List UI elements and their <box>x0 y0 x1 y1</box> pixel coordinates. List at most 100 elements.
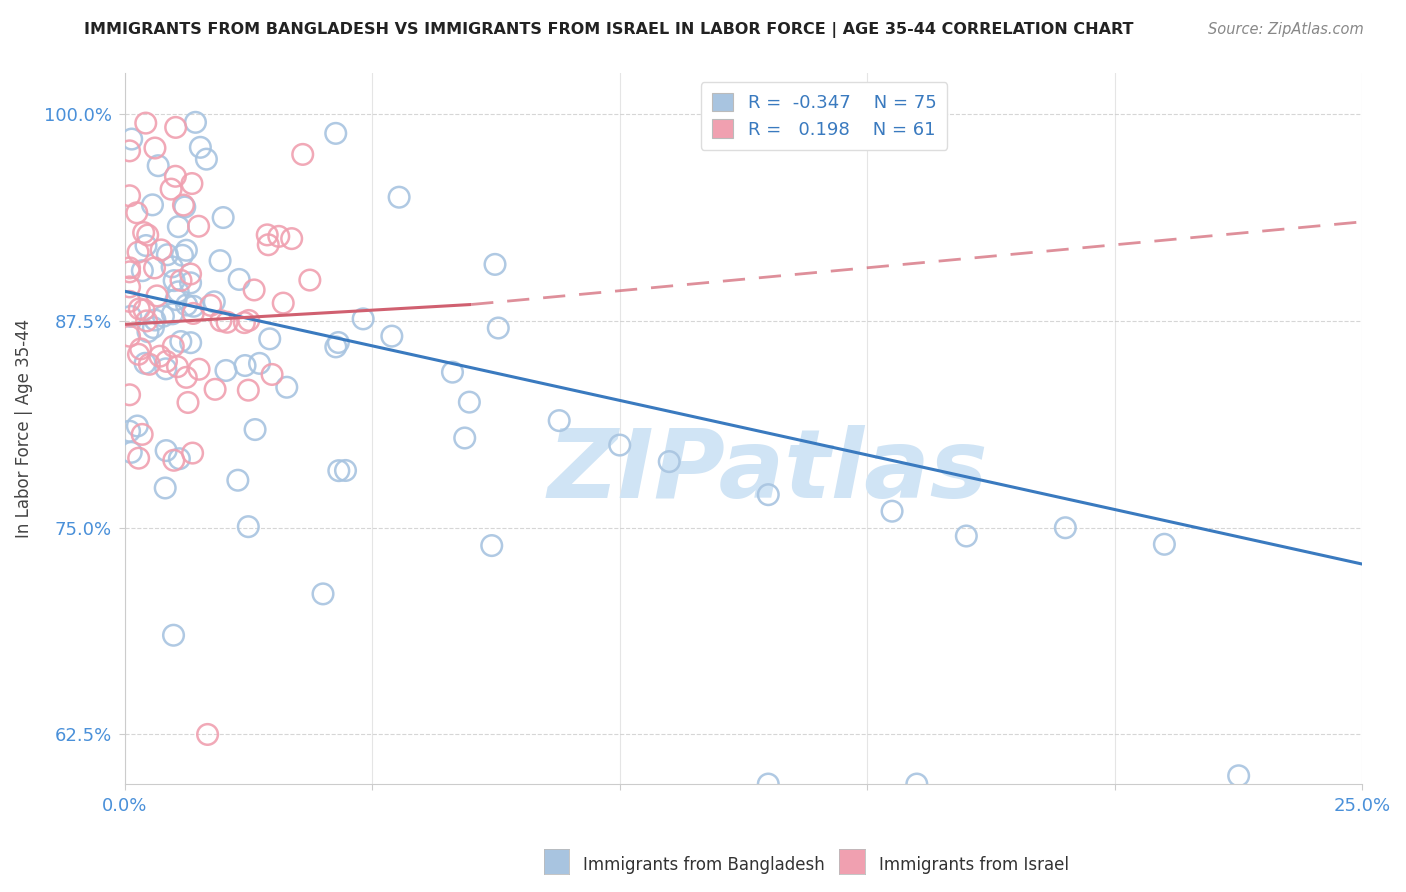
Point <box>454 431 477 445</box>
Point <box>152 309 174 323</box>
Point <box>146 289 169 303</box>
Point <box>165 293 187 307</box>
Point <box>486 321 509 335</box>
Point <box>756 488 779 502</box>
Point <box>458 395 481 409</box>
Point <box>291 147 314 161</box>
Point <box>174 370 197 384</box>
Point <box>135 238 157 252</box>
Point <box>190 140 212 154</box>
Point <box>132 302 155 317</box>
Point <box>167 219 190 234</box>
Point <box>155 443 177 458</box>
Point <box>160 260 183 274</box>
Legend: R =  -0.347    N = 75, R =   0.198    N = 61: R = -0.347 N = 75, R = 0.198 N = 61 <box>700 82 948 150</box>
Text: IMMIGRANTS FROM BANGLADESH VS IMMIGRANTS FROM ISRAEL IN LABOR FORCE | AGE 35-44 : IMMIGRANTS FROM BANGLADESH VS IMMIGRANTS… <box>84 22 1133 38</box>
Point <box>328 464 350 478</box>
Point <box>226 473 249 487</box>
Point <box>135 116 157 130</box>
Point <box>238 313 260 327</box>
Point <box>212 211 235 225</box>
Point <box>233 316 256 330</box>
Point <box>243 283 266 297</box>
Point <box>176 298 198 312</box>
Point <box>120 310 142 324</box>
Point <box>173 200 195 214</box>
Point <box>187 219 209 234</box>
Point <box>120 445 142 459</box>
Point <box>118 294 141 309</box>
Point <box>166 359 188 374</box>
Point <box>312 587 335 601</box>
Point <box>271 296 294 310</box>
Point <box>481 539 503 553</box>
Point <box>128 347 150 361</box>
Point <box>118 329 141 343</box>
Point <box>118 188 141 202</box>
Point <box>172 198 194 212</box>
Point <box>141 198 163 212</box>
Point <box>149 349 172 363</box>
Point <box>259 332 281 346</box>
Point <box>138 357 160 371</box>
Point <box>188 362 211 376</box>
Point <box>298 273 321 287</box>
Point <box>1227 769 1250 783</box>
Text: Source: ZipAtlas.com: Source: ZipAtlas.com <box>1208 22 1364 37</box>
Text: Immigrants from Israel: Immigrants from Israel <box>879 856 1069 874</box>
Point <box>155 481 177 495</box>
Point <box>169 451 191 466</box>
Point <box>128 451 150 466</box>
Point <box>176 244 198 258</box>
Point <box>257 237 280 252</box>
Point <box>181 177 204 191</box>
Point <box>134 356 156 370</box>
Point <box>181 446 204 460</box>
Point <box>167 285 190 299</box>
Point <box>142 320 165 334</box>
Point <box>335 463 357 477</box>
Point <box>131 427 153 442</box>
Point <box>162 339 184 353</box>
Point <box>1153 537 1175 551</box>
Point <box>150 243 173 257</box>
Point <box>184 115 207 129</box>
Point <box>129 342 152 356</box>
Point <box>880 504 903 518</box>
Point <box>136 228 159 243</box>
Point <box>388 190 411 204</box>
Point <box>165 120 187 135</box>
Point <box>233 359 256 373</box>
Point <box>955 529 977 543</box>
Point <box>127 245 149 260</box>
Point <box>200 298 222 312</box>
Point <box>276 380 298 394</box>
Point <box>156 248 179 262</box>
Point <box>1054 521 1077 535</box>
Point <box>195 152 218 166</box>
Point <box>136 325 159 339</box>
Point <box>280 231 302 245</box>
Point <box>170 334 193 349</box>
Point <box>118 388 141 402</box>
Point <box>162 307 184 321</box>
Point <box>658 454 681 468</box>
Point <box>125 206 148 220</box>
Point <box>143 313 166 327</box>
Point <box>143 141 166 155</box>
Point <box>267 229 290 244</box>
Point <box>131 263 153 277</box>
Point <box>118 260 141 275</box>
Point <box>181 306 204 320</box>
Point <box>118 265 141 279</box>
Point <box>165 169 187 184</box>
Point <box>118 144 141 158</box>
Point <box>128 301 150 316</box>
Point <box>352 311 374 326</box>
Point <box>381 329 404 343</box>
Y-axis label: In Labor Force | Age 35-44: In Labor Force | Age 35-44 <box>15 319 32 538</box>
Point <box>121 132 143 146</box>
Point <box>204 382 226 396</box>
Point <box>243 423 266 437</box>
Point <box>170 273 193 287</box>
